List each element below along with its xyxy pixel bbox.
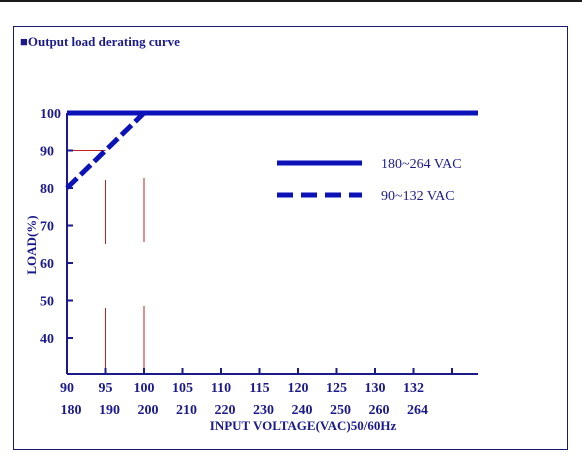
legend: 180~264 VAC 90~132 VAC [277, 157, 462, 204]
x-axis-label: INPUT VOLTAGE(VAC)50/60Hz [210, 418, 397, 433]
y-tick-label-80: 80 [40, 182, 54, 197]
chart-title: ■Output load derating curve [20, 34, 180, 49]
x-tick-label-row2-1: 190 [99, 403, 120, 418]
y-axis-label: LOAD(%) [24, 215, 39, 274]
y-tick-label-70: 70 [40, 220, 54, 235]
guide-lines [67, 112, 145, 374]
series-line-1 [65, 111, 146, 190]
x-tick-label-row1-7: 125 [326, 381, 347, 396]
y-tick-label-60: 60 [40, 257, 54, 272]
x-tick-label-row1-8: 130 [365, 381, 386, 396]
axes [66, 112, 478, 375]
x-tick-label-row1-4: 110 [211, 381, 231, 396]
x-tick-label-row1-1: 95 [99, 381, 113, 396]
y-tick-label-90: 90 [40, 145, 54, 160]
x-tick-labels: 90 95 100 105 110 115 120 125 130 132 180 190 200 210… [60, 381, 428, 418]
x-tick-label-row2-5: 230 [253, 403, 274, 418]
x-tick-label-row1-0: 90 [60, 381, 74, 396]
x-tick-label-row2-2: 200 [138, 403, 159, 418]
x-tick-label-row2-4: 220 [215, 403, 236, 418]
top-rule [0, 0, 582, 2]
x-tick-label-row1-9: 132 [403, 381, 424, 396]
x-tick-label-row2-0: 180 [61, 403, 82, 418]
x-tick-label-row2-9: 264 [407, 403, 428, 418]
x-tick-label-row2-6: 240 [292, 403, 313, 418]
x-tick-label-row1-2: 100 [134, 381, 155, 396]
x-tick-label-row2-3: 210 [176, 403, 197, 418]
x-tick-label-row2-8: 260 [369, 403, 390, 418]
y-tick-label-100: 100 [40, 107, 61, 122]
y-tick-label-40: 40 [40, 332, 54, 347]
x-tick-label-row1-5: 115 [249, 381, 269, 396]
chart-frame [13, 26, 568, 450]
legend-label-1: 90~132 VAC [381, 189, 455, 204]
legend-label-0: 180~264 VAC [381, 157, 462, 172]
x-tick-label-row1-6: 120 [288, 381, 309, 396]
series-layer [65, 110, 478, 190]
x-tick-label-row1-3: 105 [172, 381, 193, 396]
x-tick-label-row2-7: 250 [330, 403, 351, 418]
y-tick-labels: 40 50 60 70 80 90 100 [40, 107, 61, 347]
y-tick-label-50: 50 [40, 295, 54, 310]
